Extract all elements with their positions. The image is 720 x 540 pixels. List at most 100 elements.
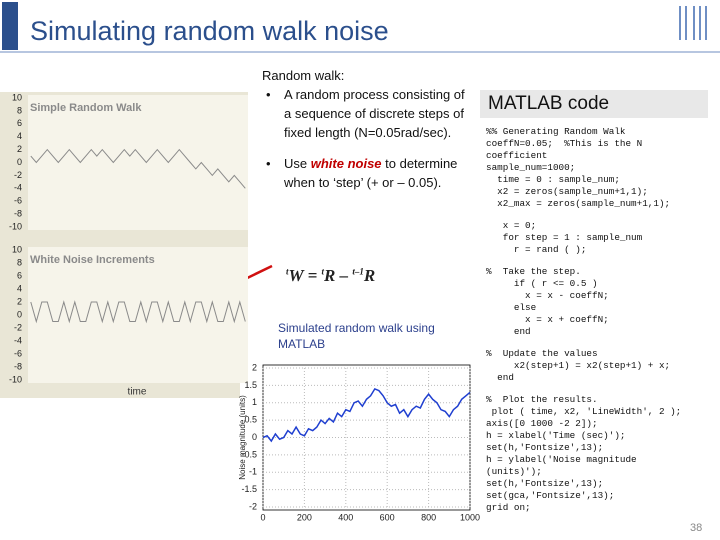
y-tick-label: 2 [17, 296, 22, 306]
code-line: coeffN=0.05; %This is the N [486, 138, 643, 149]
text: to determine when to ‘step’ (+ or – 0.05… [284, 156, 458, 190]
code-line: plot ( time, x2, 'LineWidth', 2 ); [486, 406, 682, 417]
y-tick-label: 10 [12, 244, 22, 254]
code-line: x2(step+1) = x2(step+1) + x; [486, 360, 671, 371]
y-tick-label: 2 [17, 144, 22, 154]
caption: Simulated random walk using MATLAB [278, 321, 435, 351]
code-line: r = rand ( ); [486, 244, 587, 255]
y-tick-label: 0.5 [244, 415, 257, 425]
code-line: % Update the values [486, 348, 598, 359]
y-tick-label: -10 [9, 221, 22, 231]
code-line: set(h,'Fontsize',13); [486, 442, 604, 453]
y-tick-label: -2 [249, 501, 257, 511]
code-block: % Take the step. if ( r <= 0.5 ) x = x -… [486, 266, 714, 338]
y-tick-label: -1 [249, 467, 257, 477]
y-tick-label: 0 [17, 157, 22, 167]
chart-title: White Noise Increments [30, 254, 155, 266]
code-line: %% Generating Random Walk [486, 126, 626, 137]
bullet: A random process consisting of a sequenc… [266, 85, 467, 142]
code-line: if ( r <= 0.5 ) [486, 278, 598, 289]
chart-title: Simple Random Walk [30, 102, 142, 114]
term: W = [288, 266, 322, 285]
code-title: MATLAB code [480, 90, 708, 118]
x-tick-label: 0 [260, 512, 265, 522]
x-axis-label: time [128, 387, 147, 398]
y-tick-label: -6 [14, 348, 22, 358]
bullets: Random walk: A random process consisting… [262, 66, 467, 204]
code-line: sample_num=1000; [486, 162, 576, 173]
y-tick-label: -0.5 [241, 449, 257, 459]
bullet-intro: Random walk: [262, 68, 345, 83]
y-tick-label: -10 [9, 374, 22, 384]
code-block: x = 0; for step = 1 : sample_num r = ran… [486, 220, 714, 256]
highlight: white noise [310, 156, 382, 171]
y-tick-label: 6 [17, 270, 22, 280]
x-tick-label: 400 [338, 512, 353, 522]
bullet-list: A random process consisting of a sequenc… [262, 85, 467, 192]
code-block: % Update the values x2(step+1) = x2(step… [486, 348, 714, 384]
term: R [363, 266, 376, 285]
y-tick-label: 2 [252, 362, 257, 372]
sup: t [286, 266, 289, 277]
code-line: x = x - coeffN; [486, 290, 609, 301]
y-tick-label: -4 [14, 335, 22, 345]
y-tick-label: -8 [14, 208, 22, 218]
page-number: 38 [690, 522, 703, 534]
y-tick-label: 1.5 [244, 380, 257, 390]
y-tick-label: -2 [14, 322, 22, 332]
slide-title: Simulating random walk noise [30, 16, 389, 46]
sup: t [321, 266, 325, 277]
y-tick-label: 0 [17, 309, 22, 319]
code-line: x2 = zeros(sample_num+1,1); [486, 186, 648, 197]
x-tick-label: 600 [380, 512, 395, 522]
code-line: coefficient [486, 150, 548, 161]
y-tick-label: -1.5 [241, 484, 257, 494]
plot-area [28, 247, 248, 383]
series-line [30, 148, 246, 189]
y-tick-label: -6 [14, 196, 22, 206]
header-bar [2, 2, 18, 50]
x-tick-label: 1000 [460, 512, 480, 522]
y-axis-label: Noise magnitude (units) [238, 395, 247, 480]
y-tick-label: 6 [17, 118, 22, 128]
term: R – [324, 266, 353, 285]
y-tick-label: 8 [17, 105, 22, 115]
y-tick-label: -2 [14, 170, 22, 180]
code-block: %% Generating Random Walk coeffN=0.05; %T… [486, 126, 714, 210]
code-line: end [486, 326, 531, 337]
y-tick-label: 8 [17, 257, 22, 267]
code-line: h = ylabel('Noise magnitude [486, 454, 637, 465]
formula: tW = tR – t–1R [286, 266, 375, 286]
code-line: grid on; [486, 502, 531, 513]
y-tick-label: 4 [17, 283, 22, 293]
code-block: % Plot the results. plot ( time, x2, 'Li… [486, 394, 714, 514]
series-line [30, 300, 246, 324]
code: %% Generating Random Walk coeffN=0.05; %T… [486, 126, 714, 524]
code-line: set(h,'Fontsize',13); [486, 478, 604, 489]
code-line: x2_max = zeros(sample_num+1,1); [486, 198, 671, 209]
series-line [262, 387, 471, 443]
y-tick-label: -8 [14, 361, 22, 371]
code-line: h = xlabel('Time (sec)'); [486, 430, 626, 441]
plot-area [28, 95, 248, 230]
y-tick-label: 10 [12, 92, 22, 102]
sup: t–1 [352, 266, 364, 277]
code-line: end [486, 372, 514, 383]
code-line: x = 0; [486, 220, 537, 231]
code-line: time = 0 : sample_num; [486, 174, 620, 185]
code-line: else [486, 302, 537, 313]
text: Use [284, 156, 311, 171]
code-line: set(gca,'Fontsize',13); [486, 490, 615, 501]
code-line: axis([0 1000 -2 2]); [486, 418, 598, 429]
y-tick-label: 0 [252, 432, 257, 442]
y-tick-label: 1 [252, 397, 257, 407]
x-tick-label: 800 [421, 512, 436, 522]
code-line: x = x + coeffN; [486, 314, 609, 325]
y-tick-label: -4 [14, 183, 22, 193]
decoration [679, 6, 707, 40]
code-line: for step = 1 : sample_num [486, 232, 643, 243]
bullet: Use white noise to determine when to ‘st… [266, 154, 467, 192]
code-line: % Plot the results. [486, 394, 598, 405]
